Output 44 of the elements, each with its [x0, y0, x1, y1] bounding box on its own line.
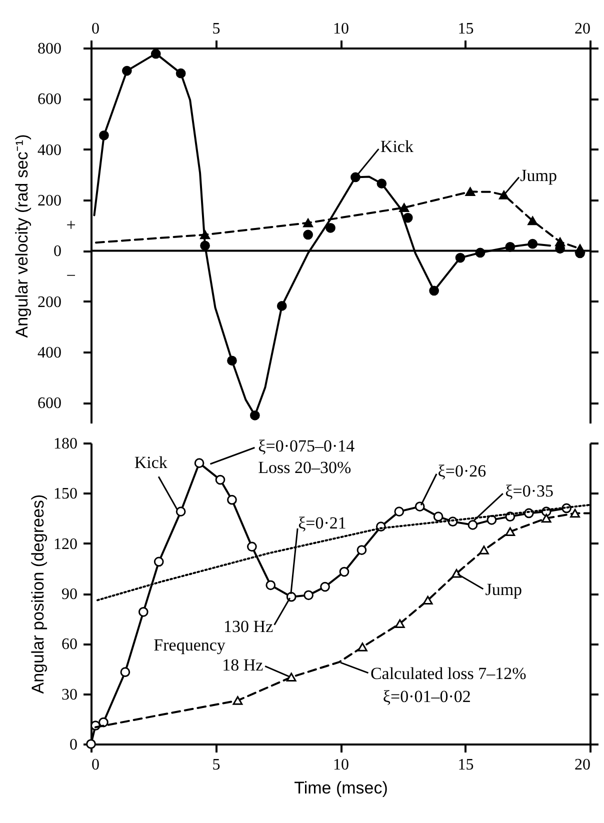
y-tick-label: 150: [54, 486, 78, 503]
y-tick-label: 400: [38, 344, 62, 362]
y-tick-label: 0: [54, 243, 62, 260]
x-tick-label: 15: [458, 20, 474, 38]
x-tick-label: 20: [574, 756, 590, 774]
annotation: Kick: [134, 453, 168, 472]
x-tick-label: 5: [212, 756, 220, 774]
y-tick-label: 90: [62, 586, 78, 603]
x-tick-label: 5: [212, 20, 220, 38]
x-tick-label: 20: [574, 20, 590, 38]
annotation: Jump: [485, 580, 522, 600]
y-tick-label: 0: [70, 736, 78, 754]
x-tick-label: 0: [92, 20, 100, 38]
y-tick-label: 180: [54, 436, 78, 452]
annotation: Kick: [380, 136, 414, 156]
y-tick-label: 400: [38, 142, 62, 159]
y-tick-label: 120: [54, 536, 78, 553]
annotation: 130 Hz: [224, 616, 274, 636]
annotation: Frequency: [154, 635, 226, 654]
annotation: ξ=0·21: [298, 513, 346, 532]
annotation: 18 Hz: [222, 655, 264, 674]
y-tick-label: 200: [38, 294, 62, 311]
x-axis-title: Time (msec): [294, 778, 388, 798]
y-tick-label: 30: [62, 686, 78, 704]
annotation: ξ=0·26: [438, 461, 486, 480]
y-tick-label: 800: [38, 40, 62, 58]
annotation: Jump: [520, 166, 557, 185]
x-tick-label: 0: [92, 756, 100, 774]
text: −: [66, 266, 76, 286]
y-tick-label: 600: [38, 91, 62, 108]
y-axis-title: Angular velocity (rad sec⁻¹): [12, 134, 32, 338]
x-tick-label: 15: [458, 756, 474, 774]
annotation: Calculated loss 7–12%: [370, 664, 526, 683]
y-tick-label: 600: [38, 395, 62, 412]
x-tick-label: 10: [333, 20, 349, 38]
annotation: ξ=0·01–0·02: [382, 687, 471, 706]
annotation: ξ=0·35: [505, 481, 554, 500]
annotation: Loss 20–30%: [258, 458, 352, 478]
y-axis-title: Angular position (degrees): [28, 494, 48, 694]
y-tick-label: 60: [62, 636, 78, 654]
text: +: [66, 215, 76, 234]
y-tick-label: 200: [38, 192, 62, 210]
annotation: ξ=0·075–0·14: [258, 436, 356, 456]
x-tick-label: 10: [333, 756, 349, 774]
